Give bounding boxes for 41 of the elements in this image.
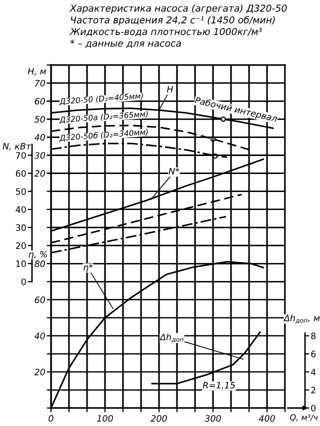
y-tick-label: 2 [311,386,316,394]
y-tick-label: 4 [310,368,316,376]
y-axis-title: H, м [28,68,46,76]
y-axis-title: η, % [28,250,47,260]
annotation: N* [168,168,180,174]
y-tick-label: 20 [34,368,46,376]
x-tick-label: 400 [258,415,275,422]
y-tick-label: 8 [311,332,316,340]
y-tick-label: 60 [34,296,46,304]
y-tick-label: 80 [34,260,46,268]
annotation: η* [84,264,93,272]
y-axis-title: N, кВт [2,143,32,150]
annotation: Рабочий интервал [194,96,278,124]
x-axis-title: Q, м³/ч [290,414,318,422]
y-tick-label: 20 [16,242,26,249]
x-tick-label: 200 [150,415,167,422]
y-tick-label: 10 [16,260,26,268]
x-tick-label: 300 [204,415,221,422]
annotation: Δh$_{доп}$ [160,333,184,342]
y-tick-label: 70 [16,152,26,159]
y-tick-label: 60 [34,98,46,105]
annotation: R=1,15 [202,382,235,390]
y-tick-label: 40 [16,206,26,213]
chart-title: Характеристика насоса (агрегата) Д320-50 [70,4,287,14]
x-tick-label: 0 [48,415,54,422]
x-tick-label: 100 [97,415,113,422]
y-tick-label: 0 [21,278,26,286]
y-tick-label: 40 [34,332,46,340]
y-tick-label: 0 [311,404,316,412]
y-tick-label: 50 [16,188,26,195]
y-tick-label: 30 [16,224,26,231]
y-tick-label: 70 [35,80,46,86]
y-tick-label: 6 [311,350,316,358]
y-tick-label: 30 [34,152,46,159]
chart-subtitle: Частота вращения 24,2 с⁻¹ (1450 об/мин) Жидкость-вода плотностью 1000кг/м³ * – данные для насоса [70,16,275,48]
y-tick-label: 20 [34,170,46,177]
y-axis-title: Δh$_{доп}$, м [283,314,320,324]
y-tick-label: 40 [34,134,46,141]
y-tick-label: 50 [34,116,46,123]
annotation: H [166,86,174,92]
y-tick-label: 60 [16,170,26,177]
